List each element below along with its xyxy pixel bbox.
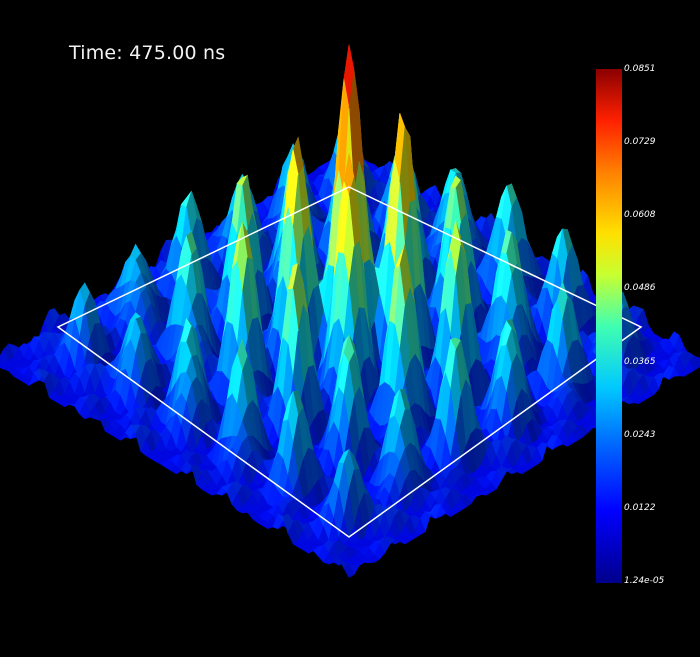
colorbar-label-1: 0.0122	[624, 503, 656, 513]
colorbar-label-6: 0.0729	[624, 137, 656, 147]
colorbar-label-3: 0.0365	[624, 357, 656, 367]
colorbar-gradient	[596, 69, 622, 583]
colorbar-label-max: 0.0851	[624, 64, 656, 74]
bounding-frame	[56, 186, 643, 538]
colorbar-label-2: 0.0243	[624, 430, 656, 440]
colorbar-label-4: 0.0486	[624, 283, 656, 293]
time-label: Time: 475.00 ns	[69, 42, 226, 64]
surface-mesh	[0, 44, 700, 578]
colorbar-label-5: 0.0608	[624, 210, 656, 220]
colorbar-label-min: 1.24e-05	[624, 576, 665, 586]
